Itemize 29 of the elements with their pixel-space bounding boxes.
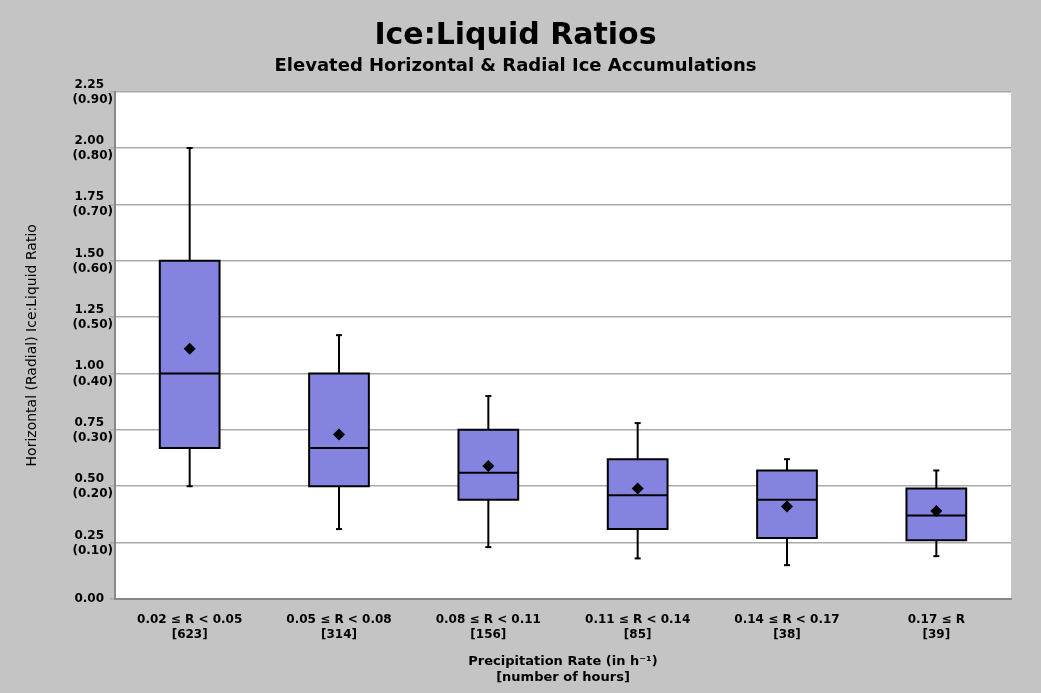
x-tick-label: 0.05 ≤ R < 0.08 [314] xyxy=(286,612,392,641)
y2-tick-label: (0.10) xyxy=(72,542,113,557)
x-tick-label: 0.11 ≤ R < 0.14 [85] xyxy=(585,612,691,641)
y-axis-title: Horizontal (Radial) Ice:Liquid Ratio xyxy=(23,224,40,467)
x-tick-label: 0.17 ≤ R [39] xyxy=(907,612,965,641)
y-tick-label: 1.50 xyxy=(74,245,104,260)
x-tick-label: 0.08 ≤ R < 0.11 [156] xyxy=(435,612,541,641)
y-tick-label: 1.25 xyxy=(74,302,104,317)
x-tick-label: 0.14 ≤ R < 0.17 [38] xyxy=(734,612,840,641)
y-tick-label: 0.25 xyxy=(74,527,104,542)
y-tick-label: 0.50 xyxy=(74,471,104,486)
y-tick-label: 0.00 xyxy=(74,591,104,606)
y2-tick-label: (0.50) xyxy=(72,317,113,332)
x-tick-label: 0.02 ≤ R < 0.05 [623] xyxy=(137,612,243,641)
y-tick-label: 2.00 xyxy=(74,132,104,147)
y2-tick-label: (0.40) xyxy=(72,373,113,388)
y2-tick-label: (0.80) xyxy=(72,148,113,163)
x-axis-title: Precipitation Rate (in h⁻¹) [number of hours] xyxy=(468,652,658,684)
y2-tick-label: (0.60) xyxy=(72,260,113,275)
chart-subtitle: Elevated Horizontal & Radial Ice Accumulations xyxy=(274,54,757,76)
y-tick-label: 0.75 xyxy=(74,414,104,429)
y-tick-label: 1.75 xyxy=(74,189,104,204)
y-tick-label: 1.00 xyxy=(74,358,104,373)
y-tick-label: 2.25 xyxy=(74,76,104,91)
y2-tick-label: (0.30) xyxy=(72,429,113,444)
y2-tick-label: (0.90) xyxy=(72,91,113,106)
y2-tick-label: (0.20) xyxy=(72,486,113,501)
chart-title: Ice:Liquid Ratios xyxy=(374,15,657,51)
y2-tick-label: (0.70) xyxy=(72,204,113,219)
